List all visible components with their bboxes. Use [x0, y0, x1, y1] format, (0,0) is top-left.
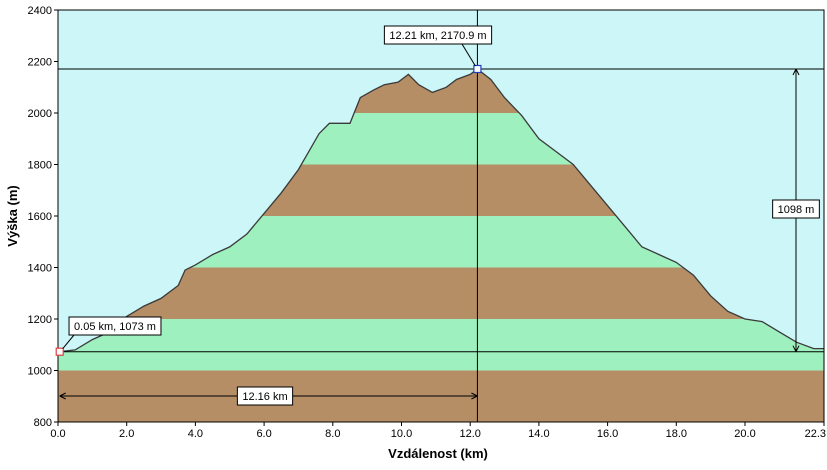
x-tick-label: 20.0 [734, 428, 755, 440]
y-tick-label: 2200 [28, 57, 52, 69]
elevation-gain-callout-box [772, 199, 820, 219]
start-callout-leader [62, 334, 75, 350]
x-tick-label: 2.0 [119, 428, 134, 440]
x-tick-label: 0.0 [50, 428, 65, 440]
y-tick-label: 2000 [28, 108, 52, 120]
elevation-gain-arrow-head-top [792, 68, 800, 76]
markers [55, 64, 482, 356]
x-tick-label: 12.0 [459, 428, 480, 440]
x-tick-label: 6.0 [256, 428, 271, 440]
y-tick-label: 2400 [28, 5, 52, 17]
distance-callout: 12.16 km [236, 386, 294, 406]
start-callout: 0.05 km, 1073 m [62, 316, 162, 350]
profile-line [59, 68, 824, 353]
peak-callout: 12.21 km, 2170.9 m [383, 25, 493, 67]
x-tick-label: 4.0 [188, 428, 203, 440]
y-tick-label: 1400 [28, 263, 52, 275]
elevation-band [58, 319, 824, 371]
y-axis-title: Výška (m) [5, 185, 20, 246]
x-axis-title: Vzdálenost (km) [388, 446, 488, 461]
callouts: 0.05 km, 1073 m 12.21 km, 2170.9 m 12.16 k… [62, 25, 820, 406]
x-axis: 0.0 2.0 4.0 6.0 8.0 10.0 12.0 14.0 16.0 18.0 20.0 2… [50, 422, 826, 440]
x-tick-label: 8.0 [325, 428, 340, 440]
peak-callout-text: 12.21 km, 2170.9 m [389, 30, 486, 42]
start-callout-box [68, 316, 162, 336]
distance-callout-text: 12.16 km [242, 391, 287, 403]
y-tick-label: 800 [34, 417, 52, 429]
x-tick-label: 22.3 [805, 428, 826, 440]
x-tick-label: 14.0 [528, 428, 549, 440]
peak-callout-box [383, 25, 493, 45]
peak-marker [473, 64, 482, 74]
y-tick-label: 1800 [28, 160, 52, 172]
elevation-gain-arrow-head-bottom [792, 345, 800, 352]
peak-callout-leader [461, 43, 476, 67]
y-axis: 800 1000 1200 1400 1600 1800 2000 2200 2400 [28, 5, 58, 429]
start-callout-text: 0.05 km, 1073 m [74, 321, 156, 333]
x-tick-label: 16.0 [597, 428, 618, 440]
y-tick-label: 1200 [28, 314, 52, 326]
elevation-gain-callout-text: 1098 m [778, 204, 815, 216]
x-tick-label: 18.0 [666, 428, 687, 440]
y-tick-label: 1600 [28, 211, 52, 223]
start-marker [55, 347, 64, 356]
distance-callout-box [236, 386, 294, 406]
distance-arrow-head-right [471, 392, 478, 400]
distance-arrow-head-left [59, 392, 66, 400]
x-tick-label: 10.0 [391, 428, 412, 440]
y-tick-label: 1000 [28, 366, 52, 378]
elevation-gain-callout: 1098 m [772, 199, 820, 219]
